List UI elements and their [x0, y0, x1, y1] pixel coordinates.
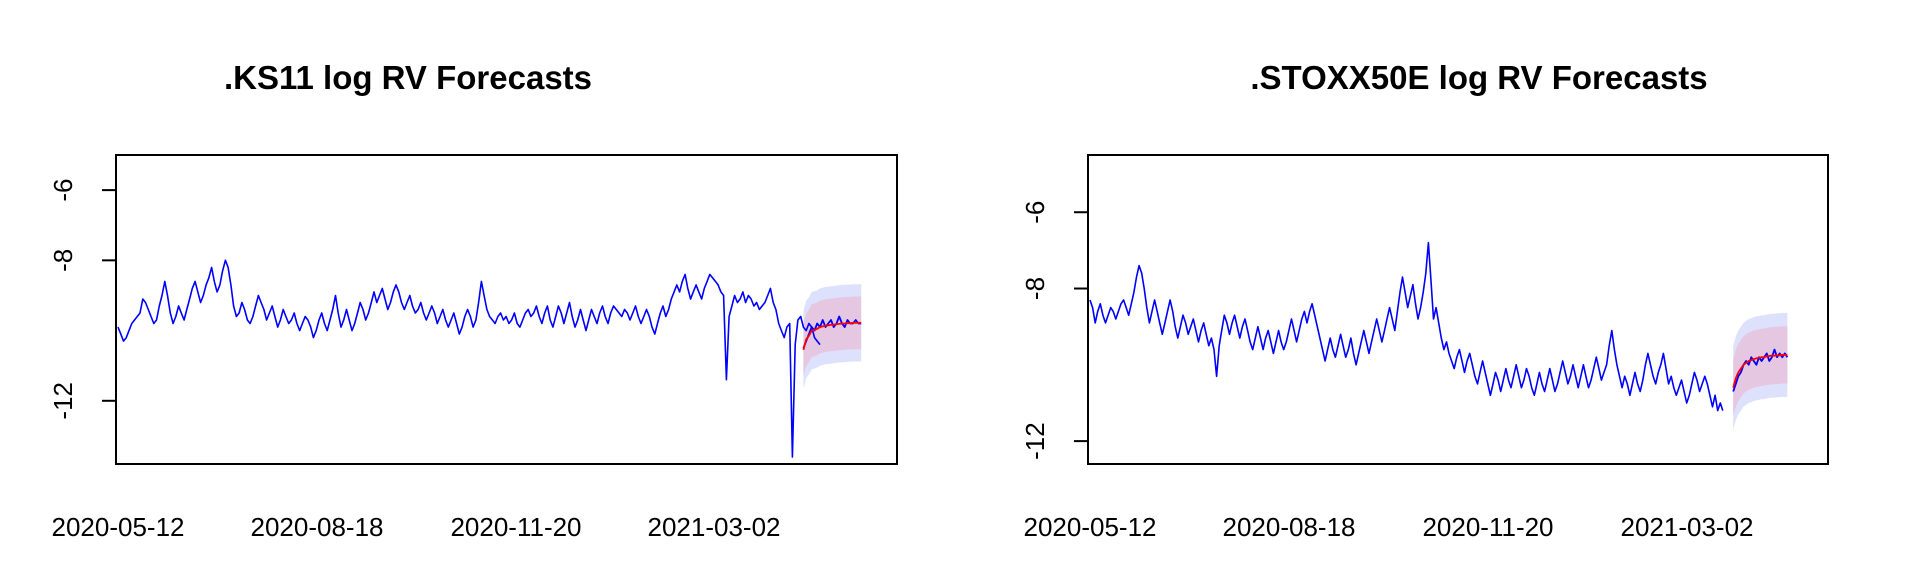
y-tick-label: -12: [48, 382, 78, 420]
y-tick-label: -6: [1020, 201, 1050, 224]
chart-panel-ks11: .KS11 log RV Forecasts -6 -8 -12 2020-05-1…: [48, 59, 898, 542]
x-tick-label: 2020-11-20: [450, 512, 581, 542]
chart-panel-stoxx50e: .STOXX50E log RV Forecasts -6 -8 -12 2020-…: [960, 0, 1920, 576]
forecast-band-inner: [1733, 326, 1788, 417]
x-tick-label: 2020-08-18: [1223, 512, 1356, 542]
x-tick-label: 2020-08-18: [251, 512, 384, 542]
x-tick-label: 2020-11-20: [1422, 512, 1553, 542]
marks-layer: [1089, 241, 1789, 430]
series-line-observed: [1089, 241, 1724, 412]
plot-frame: [1087, 154, 1829, 465]
series-line-forecast: [1732, 353, 1788, 388]
chart-title: .STOXX50E log RV Forecasts: [1250, 59, 1707, 96]
forecast-band-inner: [803, 296, 862, 377]
chart-svg-stoxx50e: .STOXX50E log RV Forecasts -6 -8 -12 2020-…: [1020, 59, 1829, 542]
x-tick-label: 2020-05-12: [1024, 512, 1157, 542]
chart-title: .KS11 log RV Forecasts: [224, 59, 592, 96]
x-tick-labels: 2020-05-12 2020-08-18 2020-11-20 2021-03…: [52, 512, 781, 542]
chart-svg-ks11: .KS11 log RV Forecasts -6 -8 -12 2020-05-1…: [48, 59, 898, 542]
y-tick-label: -8: [48, 249, 78, 272]
axes-layer: -6 -8 -12: [1020, 201, 1088, 460]
x-tick-labels: 2020-05-12 2020-08-18 2020-11-20 2021-03…: [1024, 512, 1754, 542]
x-tick-label: 2021-03-02: [1621, 512, 1754, 542]
plot-frame: [115, 154, 898, 465]
axes-layer: -6 -8 -12: [48, 179, 116, 420]
y-tick-label: -6: [48, 179, 78, 202]
y-tick-label: -12: [1020, 422, 1050, 460]
marks-layer: [117, 259, 862, 458]
y-tick-label: -8: [1020, 277, 1050, 300]
x-tick-label: 2021-03-02: [648, 512, 781, 542]
series-line-forecast: [802, 321, 862, 351]
series-line-observed: [117, 259, 821, 458]
x-tick-label: 2020-05-12: [52, 512, 185, 542]
